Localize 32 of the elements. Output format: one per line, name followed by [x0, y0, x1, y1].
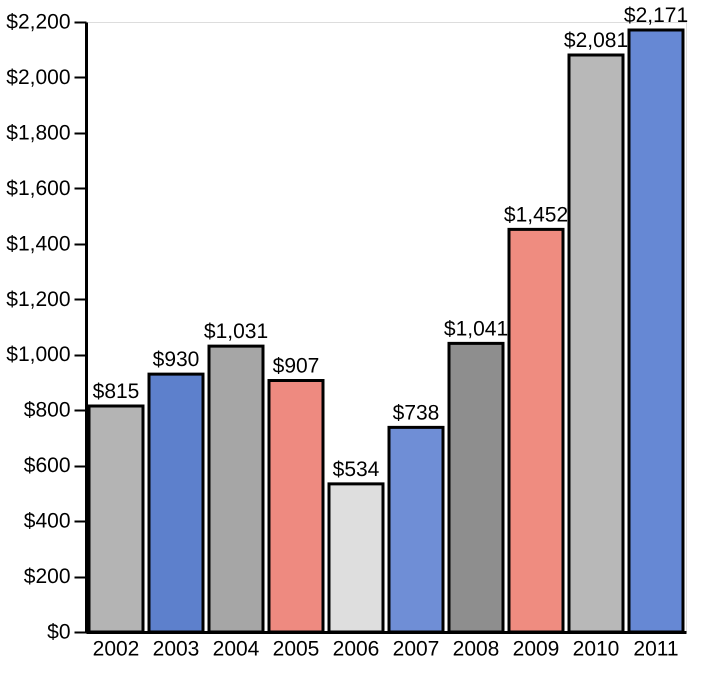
x-tick-label: 2005	[272, 638, 320, 660]
y-tick-label: $2,000	[6, 66, 70, 89]
x-tick-label: 2007	[392, 638, 440, 660]
y-tick-label: $2,200	[6, 10, 70, 34]
x-tick-label: 2002	[92, 638, 140, 660]
data-label: $738	[392, 401, 440, 424]
data-label: $534	[332, 458, 380, 481]
x-tick-label: 2009	[512, 638, 560, 660]
y-tick-label: $1,400	[6, 232, 70, 256]
y-tick-label: $600	[24, 454, 70, 478]
y-tick-label: $400	[24, 510, 70, 533]
data-label: $1,031	[204, 320, 268, 344]
data-label: $1,452	[504, 203, 568, 226]
y-tick-label: $0	[47, 620, 70, 644]
data-label: $930	[152, 348, 200, 372]
x-tick-label: 2006	[332, 638, 380, 660]
y-tick-label: $800	[24, 398, 70, 422]
y-tick-label: $1,200	[6, 288, 70, 311]
data-label: $1,041	[444, 317, 508, 340]
x-tick-label: 2003	[152, 638, 200, 660]
data-label: $907	[272, 354, 320, 378]
y-tick-label: $200	[24, 565, 70, 588]
x-tick-label: 2004	[212, 638, 260, 660]
x-tick-label: 2011	[633, 638, 679, 660]
data-label: $815	[92, 380, 140, 404]
y-tick-label: $1,000	[6, 343, 70, 366]
x-tick-label: 2008	[452, 638, 500, 660]
data-label: $2,081	[564, 28, 628, 52]
x-tick-label: 2010	[572, 638, 620, 660]
y-tick-label: $1,800	[6, 121, 70, 144]
data-label: $2,171	[624, 4, 688, 28]
y-tick-label: $1,600	[6, 176, 70, 200]
